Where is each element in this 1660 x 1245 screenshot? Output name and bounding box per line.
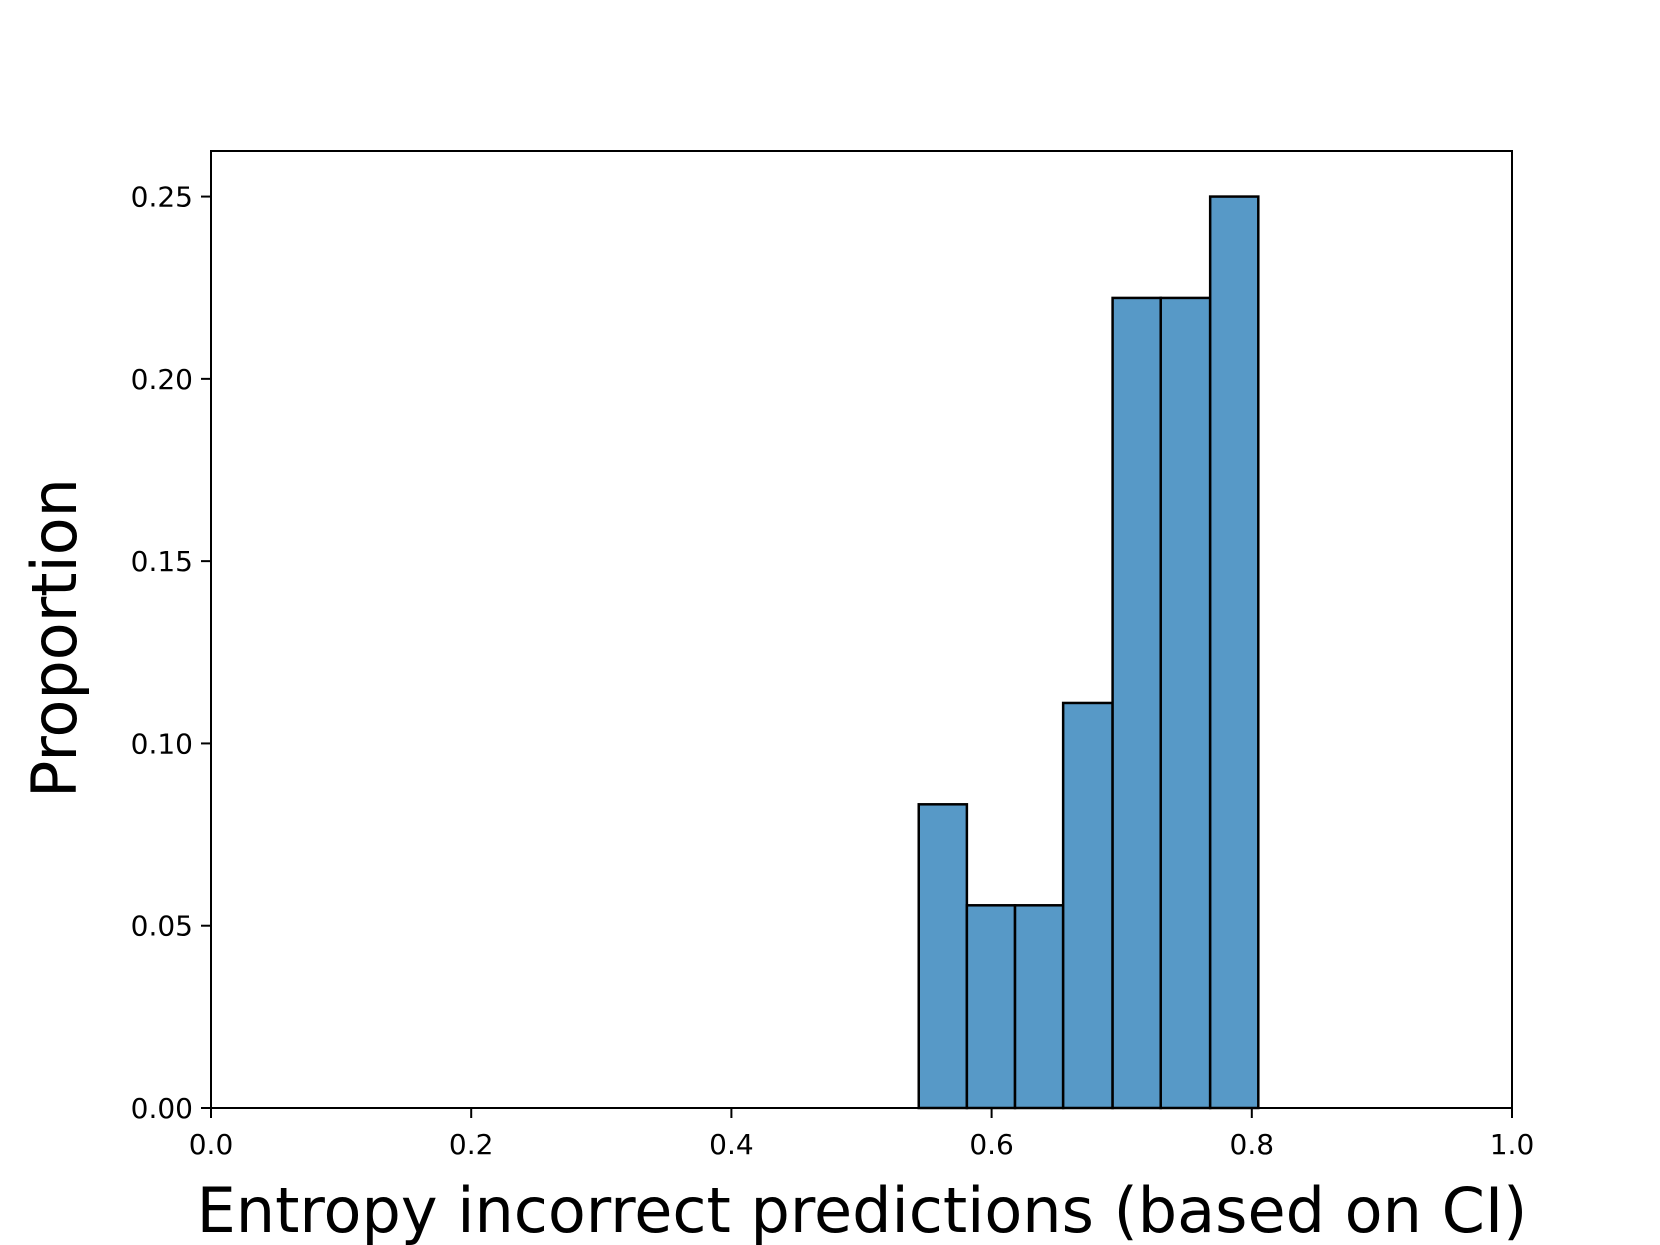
bar <box>965 904 1017 1110</box>
x-tick-label: 0.0 <box>189 1128 234 1161</box>
bar <box>1061 701 1114 1110</box>
y-tick-label: 0.15 <box>131 545 193 578</box>
y-tick-label: 0.20 <box>131 363 193 396</box>
y-tick-label: 0.10 <box>131 727 193 760</box>
y-tick-label: 0.25 <box>131 181 193 214</box>
y-tick-label: 0.00 <box>131 1092 193 1125</box>
bar <box>1013 904 1065 1110</box>
plot-frame <box>210 150 1513 1109</box>
bar <box>1111 296 1162 1110</box>
bar <box>917 803 969 1110</box>
x-tick-label: 0.8 <box>1230 1128 1275 1161</box>
x-tick-label: 0.4 <box>709 1128 754 1161</box>
bar <box>1208 195 1260 1110</box>
x-tick-label: 0.6 <box>969 1128 1014 1161</box>
x-tick-label: 1.0 <box>1490 1128 1535 1161</box>
bar <box>1159 296 1212 1110</box>
y-axis-label: Proportion <box>18 478 91 798</box>
x-tick-label: 0.2 <box>449 1128 494 1161</box>
x-axis-label: Entropy incorrect predictions (based on … <box>197 1174 1528 1245</box>
y-tick-label: 0.05 <box>131 910 193 943</box>
